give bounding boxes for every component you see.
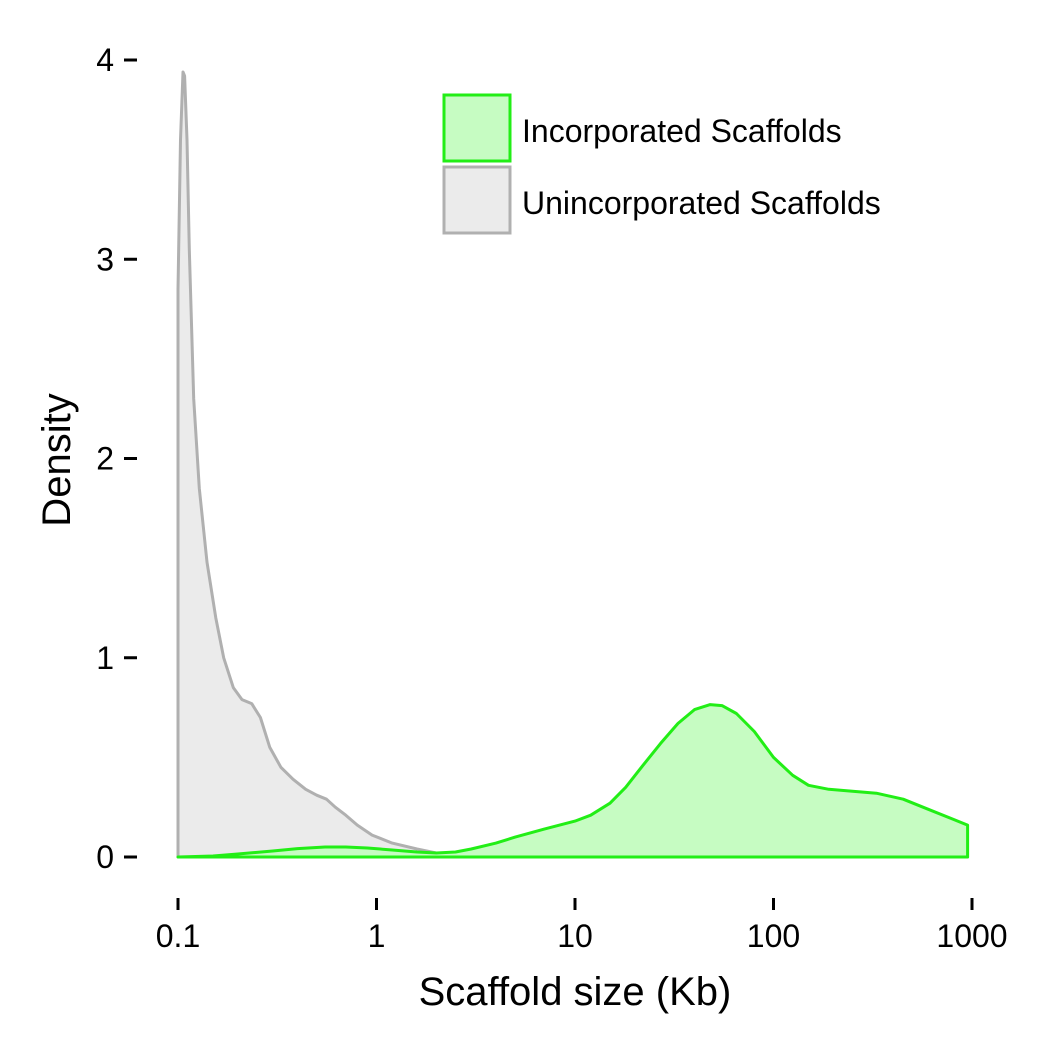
- x-axis-title: Scaffold size (Kb): [419, 970, 732, 1014]
- legend-swatch-unincorporated: [442, 165, 512, 235]
- legend-item-unincorporated: Unincorporated Scaffolds: [442, 165, 881, 235]
- y-tick-label: 4: [96, 42, 114, 78]
- x-axis: 0.1 1 10 100 1000: [156, 898, 1008, 954]
- series-layer: [176, 70, 970, 859]
- legend-item-incorporated: Incorporated Scaffolds: [442, 93, 842, 163]
- x-tick-label: 100: [747, 918, 800, 954]
- x-tick-label: 1: [368, 918, 386, 954]
- y-tick-label: 1: [96, 640, 114, 676]
- series-area-incorporated-scaffolds: [176, 703, 970, 859]
- legend-label-incorporated: Incorporated Scaffolds: [522, 113, 842, 149]
- x-tick-label: 10: [557, 918, 593, 954]
- y-axis: 0 1 2 3 4: [96, 42, 137, 875]
- y-axis-title: Density: [35, 393, 79, 526]
- legend-swatch-incorporated: [442, 93, 512, 163]
- legend: Incorporated Scaffolds Unincorporated Sc…: [442, 93, 881, 235]
- x-tick-label: 1000: [936, 918, 1007, 954]
- legend-label-unincorporated: Unincorporated Scaffolds: [522, 185, 881, 221]
- y-tick-label: 3: [96, 241, 114, 277]
- y-tick-label: 0: [96, 839, 114, 875]
- y-tick-label: 2: [96, 441, 114, 477]
- x-tick-label: 0.1: [156, 918, 200, 954]
